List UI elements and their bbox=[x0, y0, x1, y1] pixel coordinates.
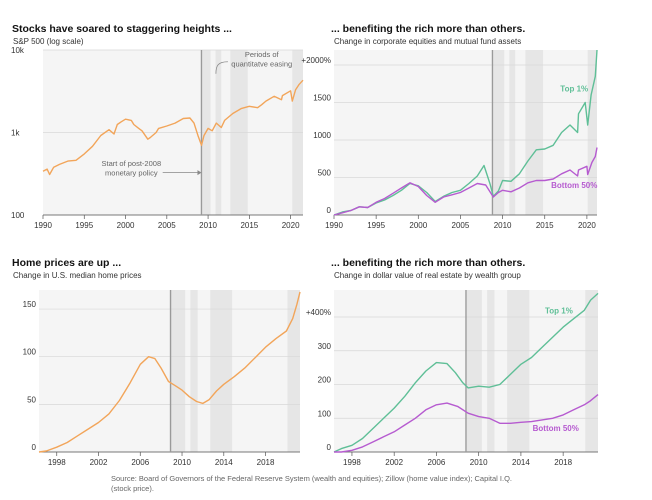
plot-area bbox=[39, 290, 300, 452]
qe-band bbox=[210, 290, 233, 452]
x-tick-label: 2010 bbox=[199, 221, 217, 230]
homeprices-title: Home prices are up ... bbox=[12, 257, 122, 269]
qe-band bbox=[587, 50, 597, 215]
y-tick-label: 0 bbox=[327, 443, 332, 452]
x-tick-label: 1990 bbox=[34, 221, 52, 230]
y-tick-label: 300 bbox=[318, 342, 332, 351]
y-tick-label: 200 bbox=[318, 376, 332, 385]
qe-band bbox=[190, 290, 198, 452]
x-tick-label: 2010 bbox=[494, 221, 512, 230]
x-tick-label: 1990 bbox=[325, 221, 343, 230]
series-line bbox=[38, 291, 301, 453]
annotation: monetary policy bbox=[105, 169, 158, 178]
qe-band bbox=[493, 50, 505, 215]
series-label: Bottom 50% bbox=[551, 181, 597, 190]
series-label: Top 1% bbox=[545, 307, 573, 316]
x-tick-label: 2014 bbox=[215, 458, 233, 467]
equities-title: ... benefiting the rich more than others… bbox=[331, 23, 526, 35]
qe-band bbox=[467, 290, 482, 452]
qe-band bbox=[585, 290, 598, 452]
x-tick-label: 2015 bbox=[536, 221, 554, 230]
y-tick-label: 50 bbox=[27, 395, 36, 404]
y-tick-label: 100 bbox=[23, 348, 37, 357]
equities-subtitle: Change in corporate equities and mutual … bbox=[334, 37, 522, 46]
y-tick-label: 1000 bbox=[313, 131, 331, 140]
x-tick-label: 2006 bbox=[131, 458, 149, 467]
sp500-subtitle: S&P 500 (log scale) bbox=[13, 37, 84, 46]
homeprices-subtitle: Change in U.S. median home prices bbox=[13, 271, 142, 280]
y-tick-label: 150 bbox=[23, 300, 37, 309]
annotation: Start of post-2008 bbox=[102, 159, 162, 168]
qe-band bbox=[170, 290, 186, 452]
series-label: Bottom 50% bbox=[533, 424, 579, 433]
x-tick-label: 2010 bbox=[173, 458, 191, 467]
x-tick-label: 2006 bbox=[428, 458, 446, 467]
x-tick-label: 2020 bbox=[578, 221, 596, 230]
x-tick-label: 2000 bbox=[117, 221, 135, 230]
y-tick-label: 0 bbox=[32, 443, 37, 452]
qe-band bbox=[509, 50, 516, 215]
qe-band bbox=[507, 290, 530, 452]
y-tick-label: 500 bbox=[318, 169, 332, 178]
series-line bbox=[333, 292, 599, 453]
realestate-title: ... benefiting the rich more than others… bbox=[331, 257, 526, 269]
annotation-arrow bbox=[215, 61, 228, 74]
x-tick-label: 2000 bbox=[409, 221, 427, 230]
x-tick-label: 2010 bbox=[470, 458, 488, 467]
x-tick-label: 1998 bbox=[48, 458, 66, 467]
x-tick-label: 2005 bbox=[158, 221, 176, 230]
x-tick-label: 2015 bbox=[240, 221, 258, 230]
x-tick-label: 2018 bbox=[257, 458, 275, 467]
x-tick-label: 1998 bbox=[343, 458, 361, 467]
x-tick-label: 2005 bbox=[452, 221, 470, 230]
x-tick-label: 2020 bbox=[282, 221, 300, 230]
x-tick-label: 2018 bbox=[554, 458, 572, 467]
y-tick-label: 1k bbox=[11, 129, 20, 138]
annotation: Periods of bbox=[245, 50, 280, 59]
annotation-arrowhead bbox=[197, 170, 202, 176]
source-note: Source: Board of Governors of the Federa… bbox=[111, 474, 513, 493]
qe-band bbox=[487, 290, 495, 452]
qe-band bbox=[287, 290, 300, 452]
y-tick-label: 100 bbox=[11, 211, 25, 220]
series-line bbox=[334, 394, 599, 453]
x-tick-label: 2014 bbox=[512, 458, 530, 467]
series-line bbox=[42, 79, 304, 176]
x-tick-label: 2002 bbox=[385, 458, 403, 467]
x-tick-label: 1995 bbox=[75, 221, 93, 230]
y-tick-label: +400% bbox=[306, 308, 331, 317]
x-tick-label: 2002 bbox=[90, 458, 108, 467]
y-tick-label: 0 bbox=[327, 206, 332, 215]
series-line bbox=[333, 147, 598, 216]
sp500-title: Stocks have soared to staggering heights… bbox=[12, 23, 232, 35]
y-tick-label: 1500 bbox=[313, 94, 331, 103]
x-tick-label: 1995 bbox=[367, 221, 385, 230]
realestate-subtitle: Change in dollar value of real estate by… bbox=[334, 271, 521, 280]
y-tick-label: 10k bbox=[11, 46, 25, 55]
series-line bbox=[333, 49, 598, 216]
y-tick-label: 100 bbox=[318, 409, 332, 418]
y-tick-label: +2000% bbox=[301, 56, 331, 65]
annotation: quantitatve easing bbox=[231, 60, 292, 69]
plot-area bbox=[334, 50, 597, 215]
series-label: Top 1% bbox=[560, 84, 588, 93]
qe-band bbox=[525, 50, 544, 215]
